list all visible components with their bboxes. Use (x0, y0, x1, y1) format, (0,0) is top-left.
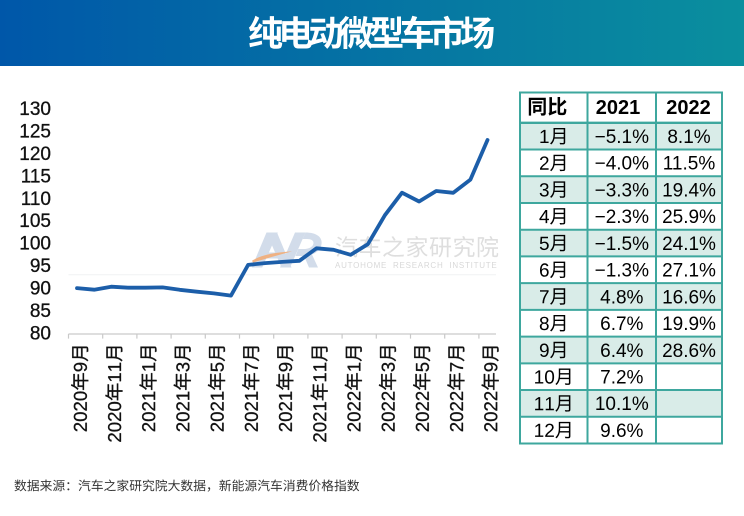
svg-text:−2.3%: −2.3% (595, 207, 650, 228)
svg-text:19.4%: 19.4% (662, 180, 716, 201)
svg-text:110: 110 (21, 189, 51, 210)
svg-text:11.5%: 11.5% (663, 154, 716, 175)
svg-text:9.6%: 9.6% (600, 421, 643, 442)
svg-text:80: 80 (30, 324, 51, 345)
svg-text:6.7%: 6.7% (600, 314, 643, 335)
svg-text:28.6%: 28.6% (662, 341, 716, 362)
svg-text:115: 115 (21, 166, 51, 187)
svg-text:6.4%: 6.4% (600, 341, 643, 362)
svg-text:130: 130 (19, 99, 51, 120)
svg-text:−4.0%: −4.0% (595, 154, 650, 175)
svg-text:2021: 2021 (596, 97, 641, 119)
svg-text:90: 90 (30, 279, 51, 300)
svg-text:10.1%: 10.1% (595, 394, 649, 415)
svg-text:27.1%: 27.1% (662, 261, 716, 282)
svg-text:2022: 2022 (666, 97, 711, 119)
svg-text:AUTOHOME RESEARCH INSTITUTE: AUTOHOME RESEARCH INSTITUTE (335, 261, 498, 270)
svg-text:24.1%: 24.1% (662, 234, 716, 255)
svg-text:4.8%: 4.8% (600, 287, 643, 308)
svg-text:95: 95 (30, 256, 51, 277)
svg-text:105: 105 (19, 211, 51, 232)
svg-text:−1.3%: −1.3% (595, 261, 650, 282)
svg-text:120: 120 (19, 144, 51, 165)
svg-text:−1.5%: −1.5% (595, 234, 650, 255)
svg-text:25.9%: 25.9% (662, 207, 716, 228)
svg-text:100: 100 (19, 234, 51, 255)
svg-text:16.6%: 16.6% (662, 287, 716, 308)
svg-text:8.1%: 8.1% (667, 127, 710, 148)
svg-text:19.9%: 19.9% (662, 314, 716, 335)
svg-text:−5.1%: −5.1% (595, 127, 650, 148)
svg-text:125: 125 (19, 121, 51, 142)
svg-text:7.2%: 7.2% (600, 368, 643, 389)
svg-text:85: 85 (30, 301, 51, 322)
svg-text:−3.3%: −3.3% (595, 180, 650, 201)
